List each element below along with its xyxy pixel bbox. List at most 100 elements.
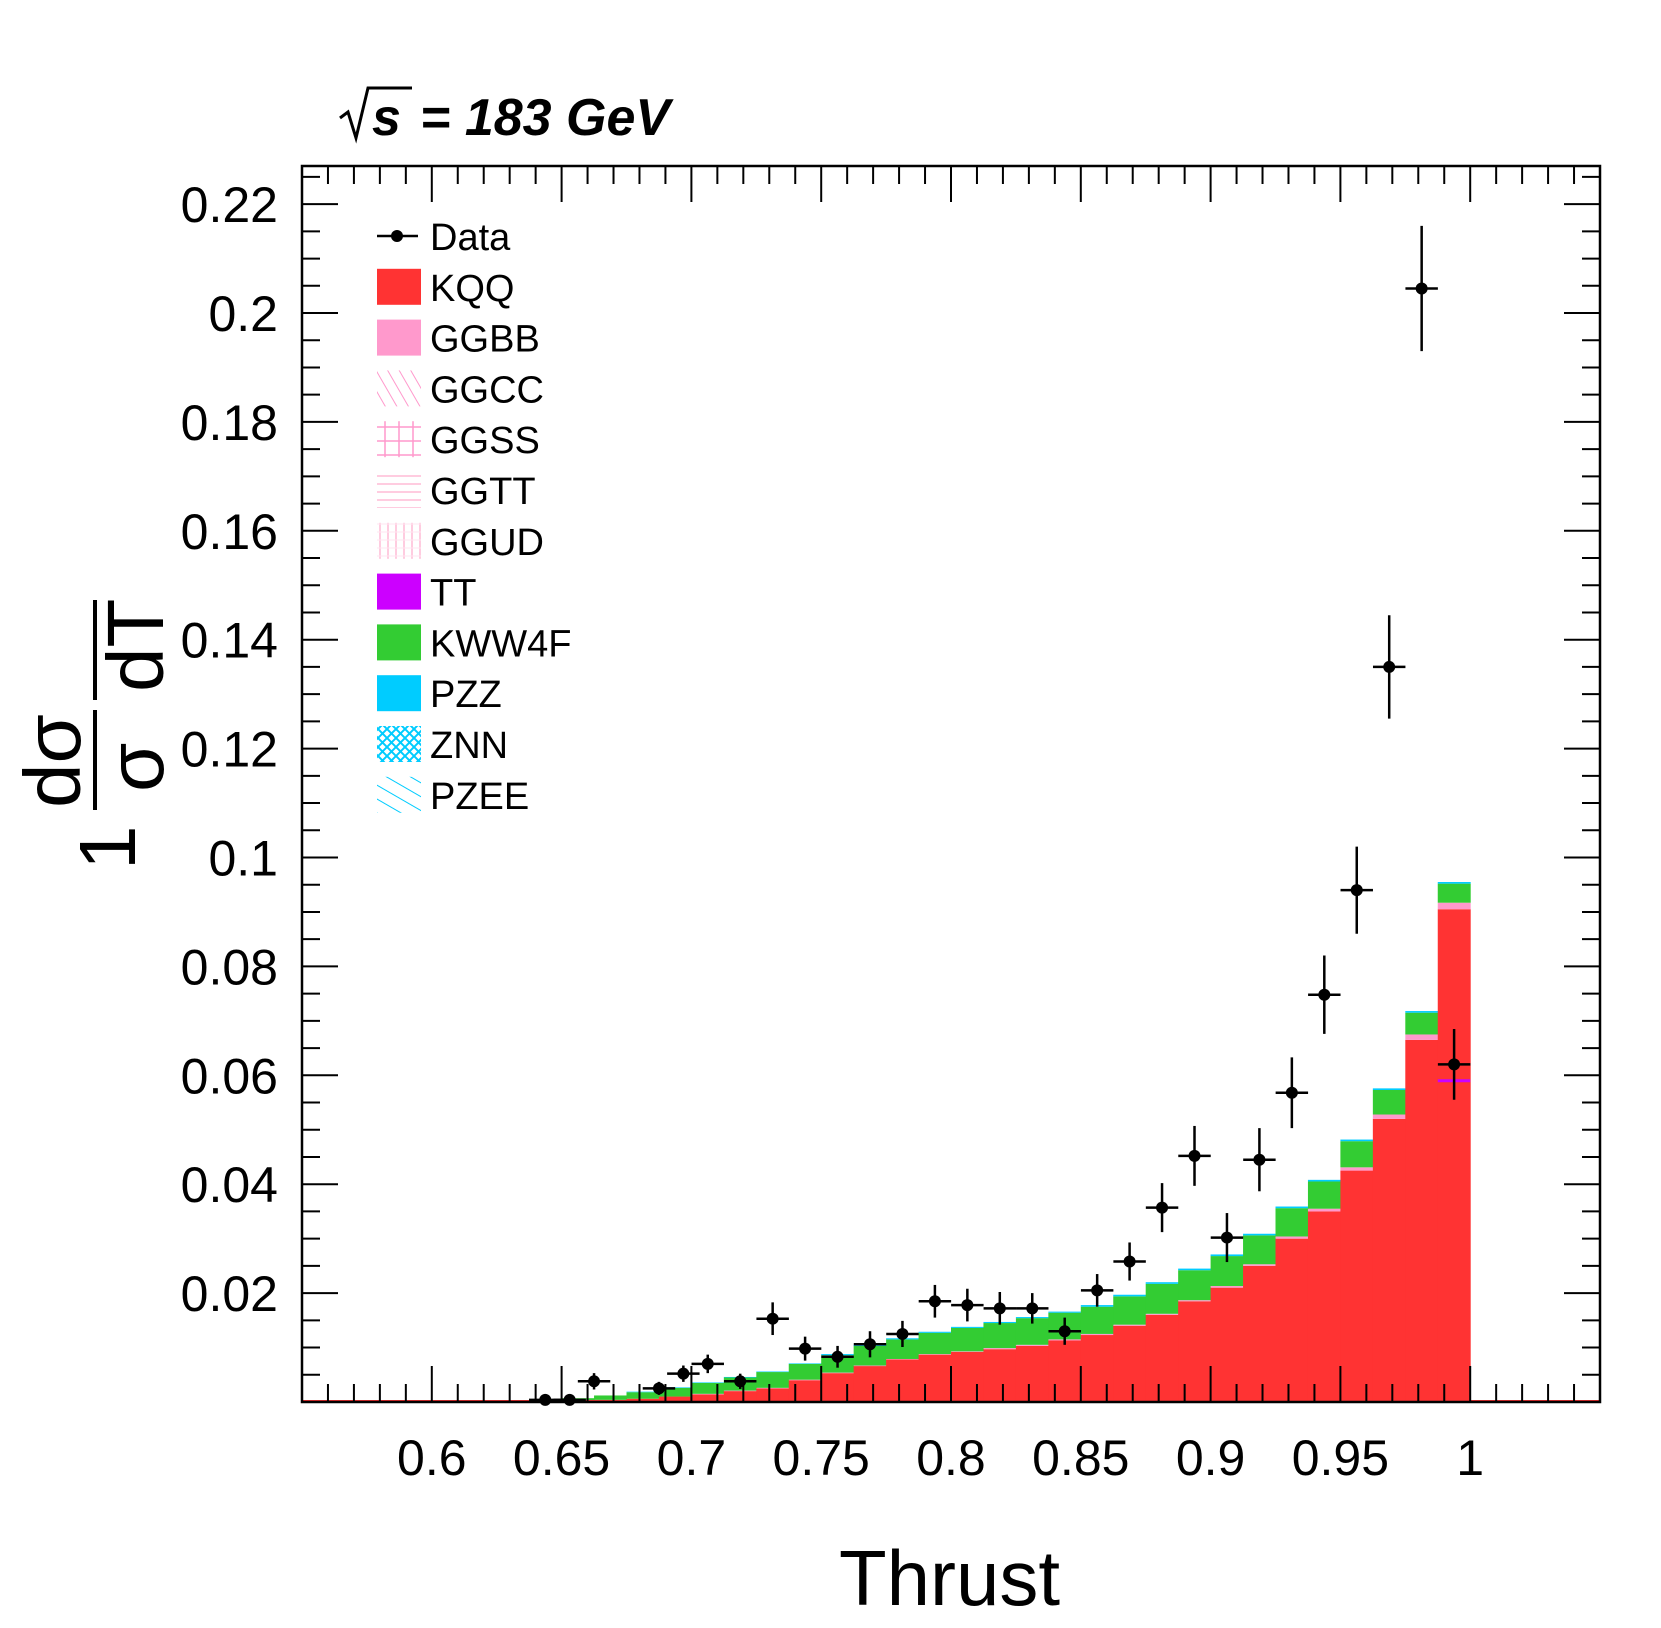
y-axis-ticks: 0.02 0.04 0.06 0.08 0.1 0.12 0.14 0.16 0.18 0.2 0.… <box>181 175 1600 1403</box>
data-point <box>1253 1153 1266 1166</box>
legend-swatch-tt <box>377 573 421 610</box>
kww4f-bar <box>1080 1306 1114 1334</box>
x-tick-label: 0.85 <box>1032 1430 1129 1486</box>
pzz-bar <box>1405 1011 1439 1013</box>
kqq-bar <box>788 1380 822 1402</box>
data-point <box>993 1302 1006 1315</box>
kqq-bar <box>1340 1170 1374 1402</box>
legend-swatch-pzee <box>377 776 421 813</box>
x-axis-ticks: 0.6 0.65 0.7 0.75 0.8 0.85 0.9 0.95 1 <box>301 166 1601 1486</box>
data-point <box>928 1295 941 1308</box>
kqq-bar <box>918 1354 952 1402</box>
kqq-bar <box>1372 1118 1406 1402</box>
kww4f-bar <box>1275 1208 1309 1237</box>
kww4f-bar <box>1340 1141 1374 1168</box>
legend-swatch-kqq <box>377 268 421 305</box>
data-point <box>864 1338 877 1351</box>
legend-label-znn: ZNN <box>430 725 508 767</box>
legend: Data KQQ GGBB GGCC GGSS GGTT GGUD TT KWW4F PZZ ZNN… <box>377 217 571 818</box>
data-point <box>799 1342 812 1355</box>
kqq-bar <box>723 1391 757 1402</box>
pzz-bar <box>918 1331 952 1333</box>
data-point <box>734 1375 747 1388</box>
y-tick-label: 0.02 <box>181 1266 278 1322</box>
data-point <box>1123 1255 1136 1268</box>
legend-label-ggss: GGSS <box>430 420 540 462</box>
y-tick-label: 0.14 <box>181 613 278 669</box>
ggbb-bar <box>1437 902 1471 910</box>
x-tick-label: 0.9 <box>1176 1430 1246 1486</box>
ggbb-bar <box>1275 1236 1309 1239</box>
kqq-bar <box>1275 1238 1309 1402</box>
pzz-bar <box>1307 1179 1341 1182</box>
x-tick-label: 0.95 <box>1292 1430 1389 1486</box>
kqq-bar <box>1048 1340 1082 1402</box>
pzz-bar <box>951 1326 984 1328</box>
kww4f-bar <box>594 1395 627 1400</box>
y-tick-label: 0.22 <box>181 177 278 233</box>
legend-label-ggcc: GGCC <box>430 369 544 411</box>
y-axis-label-sigma: σ <box>91 743 180 792</box>
kqq-bar <box>1015 1345 1049 1402</box>
y-tick-label: 0.18 <box>181 395 278 451</box>
kww4f-bar <box>1113 1296 1147 1325</box>
y-axis-label-one: 1 <box>63 826 152 871</box>
legend-label-ggbb: GGBB <box>430 319 540 361</box>
y-axis-label-dsigma: dσ <box>8 714 97 808</box>
y-tick-label: 0.08 <box>181 939 278 995</box>
legend-swatch-znn <box>377 726 421 762</box>
ggbb-bar <box>691 1393 725 1395</box>
legend-label-tt: TT <box>430 573 476 615</box>
legend-label-pzee: PZEE <box>430 776 529 818</box>
kqq-bar <box>658 1396 692 1402</box>
x-tick-label: 0.65 <box>513 1430 610 1486</box>
ggbb-bar <box>886 1358 920 1360</box>
x-tick-label: 0.8 <box>916 1430 986 1486</box>
ggbb-bar <box>1080 1333 1114 1336</box>
data-point <box>652 1382 665 1395</box>
data-point <box>1415 282 1428 295</box>
kqq-bar <box>821 1373 855 1402</box>
data-point <box>896 1327 909 1340</box>
data-point <box>1026 1302 1039 1315</box>
data-point <box>1091 1284 1104 1297</box>
kww4f-bar <box>983 1323 1017 1349</box>
kqq-bar <box>1113 1325 1147 1402</box>
pzz-bar <box>1340 1139 1374 1142</box>
kww4f-bar <box>788 1363 822 1380</box>
data-point <box>831 1350 844 1363</box>
pzz-bar <box>691 1382 725 1383</box>
kqq-bar <box>886 1359 920 1402</box>
pzz-bar <box>1243 1233 1276 1236</box>
ggbb-bar <box>788 1379 822 1381</box>
kww4f-bar <box>1372 1090 1406 1115</box>
pzz-bar <box>1437 882 1471 884</box>
legend-swatch-ggss <box>377 421 421 458</box>
data-point <box>1318 988 1331 1001</box>
pzz-bar <box>1178 1268 1212 1271</box>
kqq-bar <box>1437 909 1471 1402</box>
kww4f-bar <box>886 1339 920 1359</box>
x-axis-label: Thrust <box>839 1534 1060 1622</box>
ggbb-bar <box>1243 1264 1276 1266</box>
data-point <box>1220 1231 1233 1244</box>
ggbb-bar <box>1372 1114 1406 1119</box>
ggbb-bar <box>723 1390 757 1392</box>
ggbb-bar <box>983 1348 1017 1350</box>
legend-label-kww4f: KWW4F <box>430 623 571 665</box>
kqq-bar <box>756 1388 790 1402</box>
data-point <box>1188 1149 1201 1162</box>
data-point <box>766 1312 779 1325</box>
legend-swatch-ggbb <box>377 319 421 356</box>
legend-swatch-ggud <box>377 522 421 559</box>
ggbb-bar <box>821 1372 855 1374</box>
kww4f-bar <box>691 1382 725 1394</box>
ggbb-bar <box>1340 1167 1374 1171</box>
ggbb-bar <box>1178 1300 1212 1302</box>
ggbb-bar <box>1113 1324 1147 1326</box>
legend-marker-dot <box>391 230 403 242</box>
data-point <box>1448 1058 1461 1071</box>
ggbb-bar <box>951 1351 984 1352</box>
y-tick-label: 0.12 <box>181 722 278 778</box>
